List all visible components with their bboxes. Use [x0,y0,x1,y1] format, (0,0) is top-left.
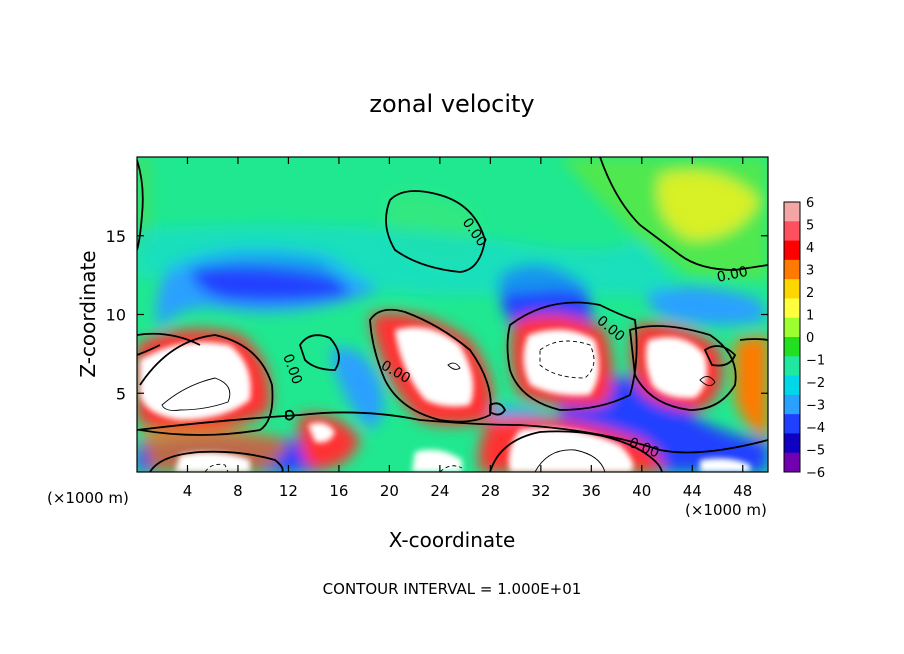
colorbar-label: −5 [806,444,825,459]
colorbar-label: 1 [806,309,814,324]
x-axis: 4 8 12 16 20 24 28 32 36 40 44 48 [183,157,752,500]
zero-contours [137,157,768,472]
contour-left-ring [139,334,274,436]
contour-inner-left [161,377,231,411]
field-warm-bottom-left [140,426,290,472]
x-axis-label: X-coordinate [389,528,516,552]
contour-interval-note: CONTOUR INTERVAL = 1.000E+01 [323,580,582,598]
contour-right-edge [739,338,768,341]
core-mid [395,327,474,407]
x-tick-label: 8 [233,482,243,500]
colorbar-swatch [784,394,800,415]
field-warm-right-edge [735,335,768,440]
contour-dashed-bottom-left [204,463,229,472]
colorbar-label: 4 [806,241,814,256]
contour-inner-bottom [534,449,606,472]
colorbar-swatch [784,279,800,299]
colorbar-frame [783,201,801,473]
colorbar-label: −1 [806,354,825,369]
y-tick-label: 15 [106,227,126,246]
x-tick-label: 28 [481,482,500,500]
contour-dip [489,402,507,416]
field-cyan-band [137,224,680,295]
contour-dashed-center [539,340,595,379]
x-tick-label: 48 [733,482,752,500]
contour-label: 0.00 [716,264,750,286]
colorbar: 6 5 4 3 2 1 0 −1 −2 −3 −4 −5 −6 [783,196,825,481]
plot-area: 0.00 0.00 0.00 0.00 0.00 0.00 [137,157,768,472]
y-axis-label: Z-coordinate [76,250,100,377]
colorbar-label: 2 [806,286,814,301]
y-tick-label: 10 [106,306,126,325]
contour-lower-left [149,450,284,472]
x-tick-label: 4 [183,482,193,500]
contour-small-right [703,345,737,367]
colorbar-swatch [784,375,800,396]
x-tick-label: 24 [430,482,449,500]
colorbar-swatch [784,452,800,473]
colorbar-swatch [784,337,800,357]
y-tick-label: 5 [116,384,126,403]
field-lower-blue-mid [330,348,384,430]
contour-upper-right [599,157,768,271]
field-upper-yellow [658,170,760,240]
x-tick-label: 20 [380,482,399,500]
x-tick-label: 16 [329,482,348,500]
contour-inner-mid [447,362,461,370]
contour-left-upper [137,332,201,356]
y-axis: 5 10 15 [106,227,768,403]
contour-tiny [285,409,295,421]
colorbar-label: −3 [806,399,825,414]
colorbar-swatch [784,240,800,261]
contour-left-edge [137,159,144,251]
inner-contours [161,340,716,472]
colorbar-label: 6 [806,196,814,211]
contour-lower-center [489,430,663,472]
colorbar-label: −6 [806,466,825,481]
x-tick-label: 44 [683,482,702,500]
core-bottom-right [700,458,750,472]
colorbar-swatch [784,356,800,377]
colorbar-swatch [784,221,800,242]
x-tick-label: 32 [531,482,550,500]
colorbar-swatch [784,414,800,434]
chart-title: zonal velocity [369,90,534,118]
contour-small-loop [299,334,340,371]
colorbar-label: −4 [806,421,825,436]
core-right [645,337,708,399]
field-jet-right [647,286,768,325]
colorbar-label: −2 [806,376,825,391]
x-unit-label-left: (×1000 m) [47,489,129,507]
contour-lower-band [137,411,768,454]
colorbar-swatch [784,433,800,454]
core-bottom-mid [412,449,462,472]
x-unit-label-right: (×1000 m) [685,501,767,519]
contour-box [385,190,486,273]
colorbar-label: 3 [806,264,814,279]
colorbar-swatch [784,259,800,280]
contour-center-ring [506,301,638,411]
core-small [308,422,335,443]
x-tick-label: 40 [632,482,651,500]
colorbar-swatch [784,317,800,338]
x-tick-label: 12 [279,482,298,500]
core-bottom-left [175,452,250,472]
x-tick-label: 36 [582,482,601,500]
core-center [523,329,599,396]
colorbar-swatch [784,298,800,319]
contour-inner-right [699,376,716,386]
colorbar-label: 5 [806,219,814,234]
contour-dashed-bottom-mid [439,465,463,472]
contour-right-ring [629,325,737,411]
contour-mid-ring [369,308,492,423]
colorbar-label: 0 [806,331,814,346]
core-left [140,342,251,420]
colorbar-swatch [784,202,800,222]
